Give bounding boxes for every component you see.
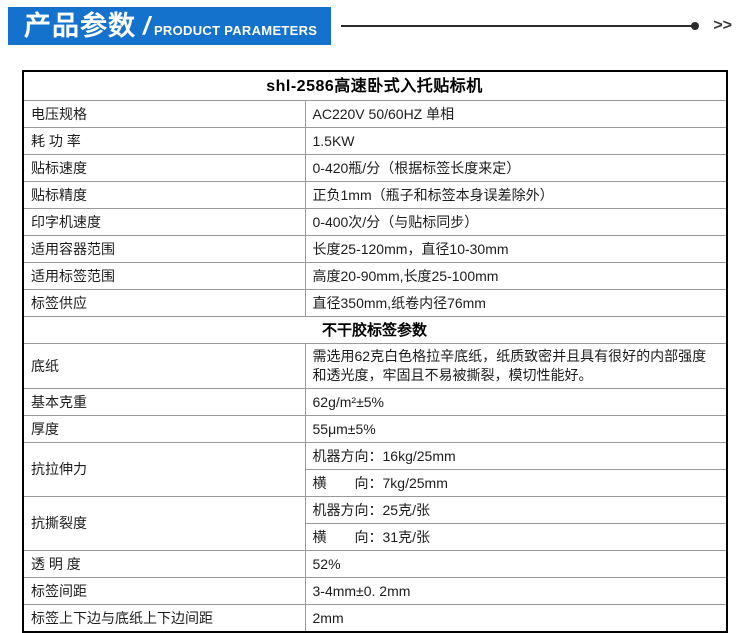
param-value: 1.5KW (304, 127, 728, 155)
table-row: 印字机速度 0-400次/分（与贴标同步） (22, 208, 728, 236)
param-label: 基本克重 (22, 388, 306, 416)
table-row: 标签间距 3-4mm±0. 2mm (22, 577, 728, 605)
param-value: 机器方向：16kg/25mm (304, 442, 728, 470)
param-value: 2mm (304, 604, 728, 633)
param-label: 底纸 (22, 343, 306, 389)
table-row: 适用容器范围 长度25-120mm，直径10-30mm (22, 235, 728, 263)
product-parameters-section: shl-2586高速卧式入托贴标机 电压规格 AC220V 50/60HZ 单相… (22, 70, 728, 633)
param-value: 横 向：7kg/25mm (304, 469, 728, 497)
banner-slash: / (143, 11, 150, 40)
param-value: 高度20-90mm,长度25-100mm (304, 262, 728, 290)
table-row: 抗撕裂度 机器方向：25克/张 (22, 496, 728, 551)
section-header: 产品参数 / PRODUCT PARAMETERS >> (8, 6, 738, 46)
param-value: 横 向：31克/张 (304, 523, 728, 551)
param-label: 贴标速度 (22, 154, 306, 182)
table-row: 不干胶标签参数 (22, 316, 728, 344)
more-arrows[interactable]: >> (713, 17, 732, 34)
banner-title-en: PRODUCT PARAMETERS (153, 23, 318, 38)
header-rule-line (341, 22, 700, 30)
param-value: 0-400次/分（与贴标同步） (304, 208, 728, 236)
param-value: 3-4mm±0. 2mm (304, 577, 728, 605)
param-value: AC220V 50/60HZ 单相 (304, 100, 728, 128)
param-label: 耗 功 率 (22, 127, 306, 155)
param-label: 适用标签范围 (22, 262, 306, 290)
param-value: 52% (304, 550, 728, 578)
table-row: 贴标精度 正负1mm（瓶子和标签本身误差除外） (22, 181, 728, 209)
param-label: 抗拉伸力 (22, 442, 306, 497)
table-row: 横 向：31克/张 (23, 523, 728, 551)
table-row: 基本克重 62g/m²±5% (22, 388, 728, 416)
table-row: 适用标签范围 高度20-90mm,长度25-100mm (22, 262, 728, 290)
section-subheader: 不干胶标签参数 (22, 316, 728, 344)
table-row: shl-2586高速卧式入托贴标机 (22, 70, 728, 101)
param-label: 适用容器范围 (22, 235, 306, 263)
param-value: 长度25-120mm，直径10-30mm (304, 235, 728, 263)
param-value: 正负1mm（瓶子和标签本身误差除外） (304, 181, 728, 209)
table-row: 抗拉伸力 机器方向：16kg/25mm (22, 442, 728, 497)
table-row: 电压规格 AC220V 50/60HZ 单相 (22, 100, 728, 128)
table-row: 底纸 需选用62克白色格拉辛底纸，纸质致密并且具有很好的内部强度和透光度，牢固且… (22, 343, 728, 389)
table-row: 标签供应 直径350mm,纸卷内径76mm (22, 289, 728, 317)
table-row: 透 明 度 52% (22, 550, 728, 578)
param-value: 62g/m²±5% (304, 388, 728, 416)
param-value: 机器方向：25克/张 (304, 496, 728, 524)
param-label: 厚度 (22, 415, 306, 443)
param-label: 电压规格 (22, 100, 306, 128)
param-label: 标签上下边与底纸上下边间距 (22, 604, 306, 633)
param-value: 0-420瓶/分（根据标签长度来定） (304, 154, 728, 182)
rule-end-dot (691, 22, 700, 30)
table-title: shl-2586高速卧式入托贴标机 (22, 70, 728, 101)
product-parameters-table: shl-2586高速卧式入托贴标机 电压规格 AC220V 50/60HZ 单相… (22, 70, 728, 633)
param-label: 印字机速度 (22, 208, 306, 236)
section-banner: 产品参数 / PRODUCT PARAMETERS (8, 7, 332, 45)
param-value: 直径350mm,纸卷内径76mm (304, 289, 728, 317)
param-label: 抗撕裂度 (22, 496, 306, 551)
table-row: 标签上下边与底纸上下边间距 2mm (22, 604, 728, 633)
table-row: 耗 功 率 1.5KW (22, 127, 728, 155)
param-label: 标签供应 (22, 289, 306, 317)
param-value: 需选用62克白色格拉辛底纸，纸质致密并且具有很好的内部强度和透光度，牢固且不易被… (304, 343, 728, 389)
table-row: 贴标速度 0-420瓶/分（根据标签长度来定） (22, 154, 728, 182)
table-row: 横 向：7kg/25mm (23, 469, 728, 497)
param-label: 透 明 度 (22, 550, 306, 578)
param-label: 贴标精度 (22, 181, 306, 209)
param-label: 标签间距 (22, 577, 306, 605)
param-value: 55μm±5% (304, 415, 728, 443)
banner-title-cn: 产品参数 (24, 11, 136, 41)
table-row: 厚度 55μm±5% (22, 415, 728, 443)
